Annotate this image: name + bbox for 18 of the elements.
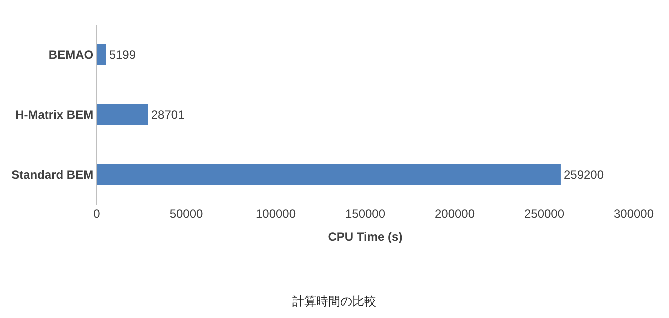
x-tick-label: 300000 — [614, 207, 654, 221]
x-tick-label: 50000 — [170, 207, 204, 221]
x-tick-label: 200000 — [434, 207, 476, 221]
x-tick-label: 250000 — [524, 207, 565, 221]
bar — [97, 44, 106, 66]
x-tick-label: 150000 — [345, 207, 386, 221]
data-label: 5199 — [109, 48, 136, 62]
data-label: 259200 — [564, 168, 604, 182]
y-tick-label: H-Matrix BEM — [16, 108, 94, 122]
x-axis-title: CPU Time (s) — [328, 230, 403, 244]
y-tick-label: BEMAO — [48, 48, 94, 62]
bar — [97, 164, 561, 186]
x-tick-label: 0 — [94, 207, 101, 221]
text: 計算時間の比較 — [292, 294, 376, 308]
data-label: 28701 — [151, 108, 186, 122]
x-tick-label: 100000 — [256, 207, 296, 221]
y-tick-label: Standard BEM — [12, 168, 94, 182]
bar — [97, 104, 148, 126]
